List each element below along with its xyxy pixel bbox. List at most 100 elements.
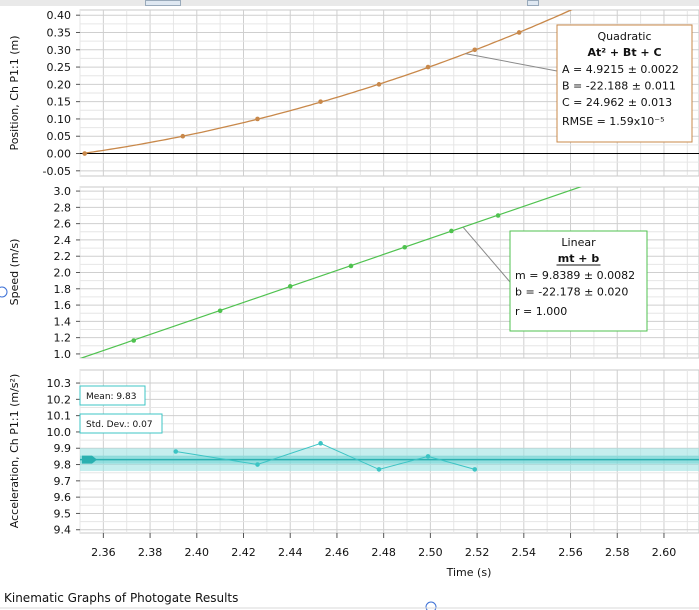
x-tick-label: 2.50	[418, 546, 443, 559]
y-tick-label: 2.4	[54, 234, 72, 247]
data-point	[449, 228, 454, 234]
data-point	[82, 151, 87, 156]
data-point	[131, 338, 137, 343]
fit-parameter: A = 4.9215 ± 0.0022	[562, 63, 679, 76]
data-point	[348, 263, 354, 269]
data-point	[318, 441, 323, 446]
x-tick-label: 2.54	[512, 546, 537, 559]
mean-box	[79, 385, 146, 406]
chart-panel-3: 9.4 9.5 9.6 9.7 9.8 9.9 10.0 10.1 10.2 10.3 Accele…	[8, 369, 699, 537]
y-tick-label: 1.8	[54, 283, 72, 296]
data-point	[425, 454, 431, 459]
y-axis-label: Acceleration, Ch P1:1 (m/s²)	[8, 374, 21, 528]
data-point	[376, 82, 382, 87]
y-tick-label: 0.15	[47, 96, 72, 109]
fit-parameter: B = -22.188 ± 0.011	[562, 80, 676, 93]
acceleration-series-line	[175, 442, 475, 470]
data-point	[287, 284, 293, 289]
x-tick-label: 2.42	[231, 546, 256, 559]
fit-statistic: RMSE = 1.59x10⁻⁵	[562, 115, 665, 128]
data-point	[495, 213, 501, 218]
fit-equation: At² + Bt + C	[587, 46, 661, 59]
fit-equation: mt + b	[558, 252, 600, 265]
y-axis-label: Speed (m/s)	[8, 239, 21, 306]
y-tick-label: 10.2	[47, 393, 72, 406]
y-tick-label: 9.9	[54, 442, 72, 455]
fit-parameter: C = 24.962 ± 0.013	[562, 96, 672, 109]
chart-panel-1: -0.05 0.00 0.05 0.10 0.15 0.20 0.25 0.30 0.35 0.4…	[8, 9, 699, 178]
data-point	[217, 308, 223, 314]
resize-handle-icon	[0, 286, 8, 298]
fit-statistic: r = 1.000	[515, 305, 567, 318]
x-tick-label: 2.44	[278, 546, 303, 559]
x-tick-label: 2.40	[185, 546, 210, 559]
x-tick-label: 2.38	[138, 546, 163, 559]
x-tick-label: 2.46	[325, 546, 350, 559]
y-tick-label: 1.2	[54, 332, 72, 345]
toolbar-button[interactable]	[145, 0, 181, 6]
graph-caption: Kinematic Graphs of Photogate Results	[4, 591, 239, 605]
mean-marker-icon	[82, 455, 97, 464]
y-tick-label: 9.7	[54, 475, 72, 488]
toolbar-button[interactable]	[527, 0, 539, 6]
y-tick-label: 10.1	[47, 410, 72, 423]
fit-info-box	[556, 24, 693, 143]
data-point	[318, 99, 323, 104]
y-tick-label: 9.6	[54, 491, 72, 504]
x-tick-label: 2.52	[465, 546, 490, 559]
data-point	[255, 116, 260, 122]
fit-leader-line	[465, 53, 558, 72]
y-tick-label: 10.0	[47, 426, 72, 439]
fit-info-box	[509, 230, 648, 332]
data-point	[173, 449, 179, 454]
data-point	[472, 467, 478, 472]
y-tick-label: 3.0	[54, 185, 72, 198]
y-tick-label: 2.8	[54, 201, 72, 214]
std-dev-box	[79, 413, 163, 434]
fit-title: Linear	[561, 236, 596, 249]
y-axis-label: Position, Ch P1:1 (m)	[8, 35, 21, 150]
y-tick-label: 9.5	[54, 507, 72, 520]
y-tick-label: 0.30	[47, 44, 72, 57]
y-tick-label: 9.8	[54, 459, 72, 472]
y-tick-label: 0.20	[47, 78, 72, 91]
y-tick-label: 0.25	[47, 61, 72, 74]
top-toolbar-strip	[0, 0, 699, 6]
y-tick-label: 0.10	[47, 113, 72, 126]
data-point	[516, 30, 522, 35]
x-tick-label: 2.60	[652, 546, 677, 559]
fit-leader-line	[462, 226, 511, 283]
chart-panel-2: 1.0 1.2 1.4 1.6 1.8 2.0 2.2 2.4 2.6 2.8 3.0 Speed (…	[8, 185, 699, 361]
data-point	[376, 467, 382, 472]
y-tick-label: 0.05	[47, 130, 72, 143]
y-tick-label: 2.6	[54, 218, 72, 231]
fit-title: Quadratic	[597, 30, 651, 43]
y-tick-label: 10.3	[47, 377, 72, 390]
x-axis-label: Time (s)	[446, 566, 492, 579]
y-tick-label: 2.0	[54, 267, 72, 280]
y-tick-label: 0.00	[47, 148, 72, 161]
linear-fit-line	[80, 187, 582, 358]
data-point	[472, 47, 478, 53]
data-point	[425, 64, 431, 70]
x-tick-label: 2.36	[91, 546, 116, 559]
y-tick-label: 0.40	[47, 9, 72, 22]
y-tick-label: -0.05	[43, 165, 71, 178]
y-tick-label: 9.4	[54, 524, 72, 537]
y-tick-label: 1.6	[54, 299, 72, 312]
y-tick-label: 1.0	[54, 348, 72, 361]
y-tick-label: 0.35	[47, 26, 72, 39]
resize-handle-icon	[425, 601, 437, 610]
x-tick-label: 2.56	[558, 546, 583, 559]
mean-label: Mean: 9.83	[86, 392, 136, 402]
y-tick-label: 2.2	[54, 250, 72, 263]
data-point	[180, 133, 186, 139]
x-tick-label: 2.48	[371, 546, 396, 559]
fit-parameter: m = 9.8389 ± 0.0082	[515, 269, 635, 282]
data-point	[402, 244, 407, 250]
y-tick-label: 1.4	[54, 315, 72, 328]
fit-parameter: b = -22.178 ± 0.020	[515, 286, 628, 299]
x-tick-label: 2.58	[605, 546, 630, 559]
data-point	[255, 462, 260, 467]
